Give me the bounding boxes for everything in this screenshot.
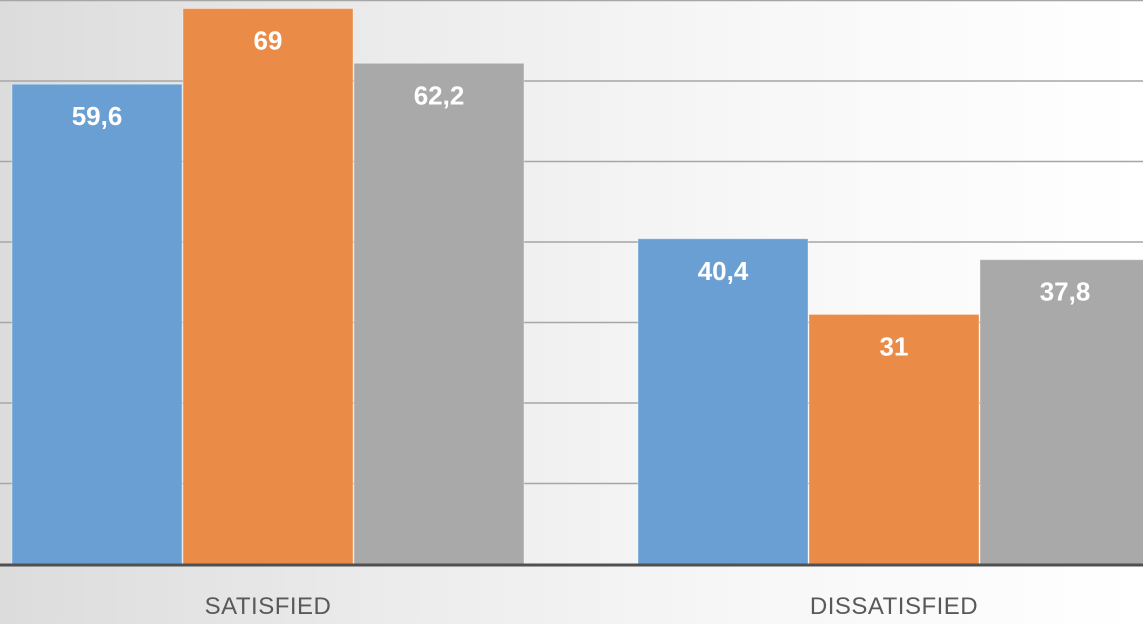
data-label: 31 bbox=[880, 331, 909, 361]
data-label: 62,2 bbox=[414, 80, 465, 110]
bar-satisfied-series-1 bbox=[11, 83, 183, 565]
data-label: 37,8 bbox=[1040, 277, 1091, 307]
data-label: 40,4 bbox=[698, 256, 749, 286]
category-labels: SATISFIED DISSATISFIED bbox=[205, 593, 978, 620]
category-label: SATISFIED bbox=[205, 593, 332, 619]
category-label: DISSATISFIED bbox=[810, 593, 978, 619]
data-label: 59,6 bbox=[72, 101, 123, 131]
bar-satisfied-series-2 bbox=[182, 8, 354, 565]
bars bbox=[11, 8, 1143, 565]
bar-satisfied-series-3 bbox=[353, 62, 525, 565]
bar-dissatisfied-series-1 bbox=[637, 238, 809, 565]
data-label: 69 bbox=[254, 26, 283, 56]
bar-dissatisfied-series-3 bbox=[979, 259, 1143, 565]
data-labels: 59,6 69 62,2 40,4 31 37,8 bbox=[72, 26, 1091, 362]
